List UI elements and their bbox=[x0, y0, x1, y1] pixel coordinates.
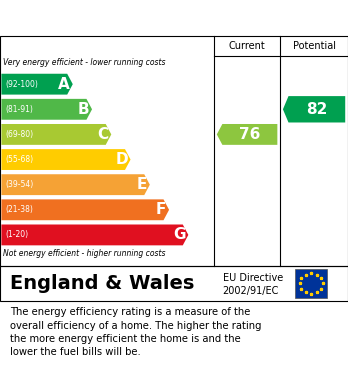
Polygon shape bbox=[1, 199, 169, 220]
Text: (92-100): (92-100) bbox=[6, 80, 38, 89]
Text: (81-91): (81-91) bbox=[6, 105, 33, 114]
Text: The energy efficiency rating is a measure of the
overall efficiency of a home. T: The energy efficiency rating is a measur… bbox=[10, 307, 262, 357]
FancyBboxPatch shape bbox=[295, 269, 327, 298]
Text: G: G bbox=[173, 228, 185, 242]
Polygon shape bbox=[1, 224, 188, 245]
Text: 82: 82 bbox=[306, 102, 327, 117]
Text: Potential: Potential bbox=[293, 41, 335, 51]
Text: D: D bbox=[115, 152, 128, 167]
Polygon shape bbox=[1, 149, 130, 170]
Text: C: C bbox=[97, 127, 109, 142]
Text: (55-68): (55-68) bbox=[6, 155, 34, 164]
Text: E: E bbox=[137, 177, 147, 192]
Polygon shape bbox=[217, 124, 277, 145]
Text: B: B bbox=[78, 102, 89, 117]
Text: 2002/91/EC: 2002/91/EC bbox=[223, 286, 279, 296]
Text: EU Directive: EU Directive bbox=[223, 273, 283, 283]
Text: Current: Current bbox=[229, 41, 266, 51]
Text: (1-20): (1-20) bbox=[6, 230, 29, 239]
Text: F: F bbox=[156, 202, 166, 217]
Text: A: A bbox=[58, 77, 70, 91]
Text: (69-80): (69-80) bbox=[6, 130, 34, 139]
Text: (39-54): (39-54) bbox=[6, 180, 34, 189]
Text: (21-38): (21-38) bbox=[6, 205, 33, 214]
Polygon shape bbox=[1, 74, 73, 95]
Text: Energy Efficiency Rating: Energy Efficiency Rating bbox=[50, 9, 298, 27]
Polygon shape bbox=[1, 99, 92, 120]
Text: England & Wales: England & Wales bbox=[10, 274, 195, 293]
Text: Not energy efficient - higher running costs: Not energy efficient - higher running co… bbox=[3, 249, 166, 258]
Text: 76: 76 bbox=[239, 127, 261, 142]
Polygon shape bbox=[1, 124, 111, 145]
Text: Very energy efficient - lower running costs: Very energy efficient - lower running co… bbox=[3, 58, 166, 67]
Polygon shape bbox=[283, 96, 345, 122]
Polygon shape bbox=[1, 174, 150, 195]
